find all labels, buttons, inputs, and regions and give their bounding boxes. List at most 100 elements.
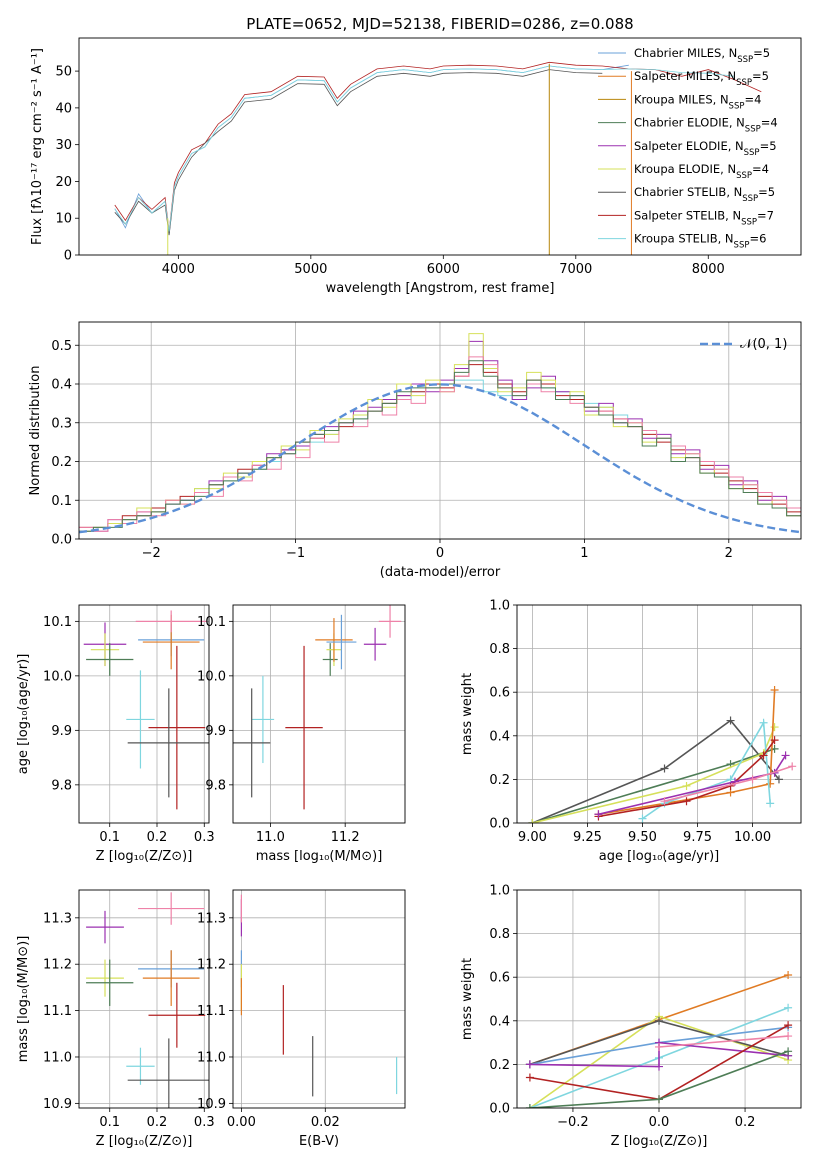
x-tick-label: 1 — [580, 546, 588, 561]
x-axis-label: Z [log₁₀(Z/Z⊙)] — [611, 1134, 708, 1149]
weight-marker — [784, 1032, 793, 1041]
y-tick-label: 11.2 — [43, 958, 72, 973]
x-tick-label: 9.75 — [683, 830, 712, 845]
weight-marker — [784, 1047, 793, 1056]
x-tick-label: 11.0 — [256, 830, 285, 845]
y-tick-label: 0.0 — [489, 1102, 510, 1117]
weight-marker — [655, 1016, 663, 1025]
weight-marker — [525, 1073, 534, 1082]
weight-marker — [788, 762, 797, 771]
x-axis-label: (data-model)/error — [380, 565, 501, 580]
x-tick-label: 0.3 — [194, 1115, 215, 1130]
histogram-step — [79, 356, 801, 532]
y-tick-label: 10.1 — [197, 615, 226, 630]
legend-entry: Kroupa MILES, NSSP=4 — [634, 92, 761, 111]
axes-frame — [516, 604, 802, 824]
y-tick-label: 9.9 — [51, 724, 72, 739]
axes-frame — [78, 889, 210, 1109]
x-axis-label: E(B-V) — [299, 1134, 339, 1149]
weight-line — [532, 719, 780, 823]
x-tick-label: 0.3 — [194, 830, 215, 845]
mass-vs-EBV-plot-area — [240, 894, 398, 1097]
axes-frame — [78, 321, 802, 540]
y-tick-label: 0.8 — [489, 642, 510, 657]
weight-line — [658, 1035, 789, 1048]
y-tick-label: 0 — [64, 249, 72, 264]
age-vs-mass-plot-area — [233, 605, 402, 810]
weight-marker — [784, 971, 793, 980]
weight-marker — [770, 686, 779, 695]
y-tick-label: 0.1 — [51, 494, 72, 509]
y-tick-label: 11.3 — [43, 911, 72, 926]
weight-marker — [655, 1042, 663, 1051]
y-axis-label: mass weight — [460, 673, 475, 755]
y-tick-label: 50 — [55, 65, 72, 80]
x-tick-label: 11.2 — [331, 830, 360, 845]
weight-marker — [655, 1095, 663, 1104]
legend-entry: Salpeter ELODIE, NSSP=5 — [634, 139, 777, 158]
x-tick-label: 0.00 — [227, 1115, 256, 1130]
axes-frame — [232, 604, 406, 824]
y-axis-label: Normed distribution — [28, 366, 43, 496]
weight-marker — [682, 781, 691, 790]
weight-vs-Z-plot-area — [525, 971, 793, 1108]
x-tick-label: 0 — [436, 546, 444, 561]
x-axis-label: Z [log₁₀(Z/Z⊙)] — [96, 849, 193, 864]
gaussian-curve — [79, 383, 801, 534]
y-tick-label: 0.3 — [51, 416, 72, 431]
axes-frame — [78, 37, 802, 256]
y-tick-label: 11.2 — [197, 958, 226, 973]
y-tick-label: 30 — [55, 138, 72, 153]
y-tick-label: 40 — [55, 101, 72, 116]
y-tick-label: 1.0 — [489, 599, 510, 614]
y-tick-label: 10.9 — [197, 1097, 226, 1112]
figure-title: PLATE=0652, MJD=52138, FIBERID=0286, z=0… — [246, 15, 633, 33]
weight-marker — [660, 797, 669, 806]
x-axis-label: mass [log₁₀(M/M⊙)] — [256, 849, 383, 864]
x-tick-label: 0.0 — [649, 1115, 670, 1130]
weight-marker — [748, 775, 757, 784]
weight-marker — [660, 764, 669, 773]
weight-marker — [766, 779, 775, 788]
weight-marker — [784, 1021, 793, 1030]
y-tick-label: 11.1 — [43, 1004, 72, 1019]
y-tick-label: 11.1 — [197, 1004, 226, 1019]
legend-entry: Chabrier STELIB, NSSP=5 — [634, 185, 775, 204]
weight-marker — [726, 716, 735, 725]
weight-marker — [594, 810, 603, 819]
weight-line — [598, 754, 787, 816]
y-axis-label: Flux [fλ10⁻¹⁷ erg cm⁻² s⁻¹ A⁻¹] — [30, 48, 45, 245]
y-tick-label: 10.0 — [197, 669, 226, 684]
y-axis-label: mass weight — [460, 958, 475, 1040]
legend-entry: Kroupa STELIB, NSSP=6 — [634, 232, 766, 251]
x-tick-label: 0.1 — [99, 1115, 120, 1130]
y-tick-label: 0.8 — [489, 927, 510, 942]
axes-frame — [516, 889, 802, 1109]
y-tick-label: 10.9 — [43, 1097, 72, 1112]
x-tick-label: 5000 — [294, 262, 327, 277]
y-tick-label: 11.3 — [197, 911, 226, 926]
y-axis-label: age [log₁₀(age/yr)] — [16, 654, 31, 775]
legend-entry: Salpeter MILES, NSSP=5 — [634, 69, 769, 88]
y-tick-label: 0.2 — [51, 455, 72, 470]
y-tick-label: 9.8 — [205, 778, 226, 793]
x-axis-label: age [log₁₀(age/yr)] — [599, 849, 720, 864]
weight-marker — [770, 736, 779, 745]
x-tick-label: 4000 — [162, 262, 195, 277]
y-tick-label: 9.9 — [205, 724, 226, 739]
y-tick-label: 11.0 — [43, 1050, 72, 1065]
legend-entry: Kroupa ELODIE, NSSP=4 — [634, 162, 769, 181]
axes-frame — [232, 889, 406, 1109]
x-tick-label: 0.2 — [735, 1115, 756, 1130]
legend-entry: Salpeter STELIB, NSSP=7 — [634, 208, 774, 227]
weight-marker — [759, 718, 768, 727]
weight-vs-age-plot-area — [528, 686, 797, 823]
weight-marker — [766, 799, 775, 808]
x-tick-label: 0.1 — [99, 830, 120, 845]
y-tick-label: 0.0 — [489, 817, 510, 832]
y-tick-label: 10 — [55, 212, 72, 227]
y-tick-label: 20 — [55, 175, 72, 190]
x-tick-label: 2 — [725, 546, 733, 561]
x-tick-label: 0.02 — [311, 1115, 340, 1130]
